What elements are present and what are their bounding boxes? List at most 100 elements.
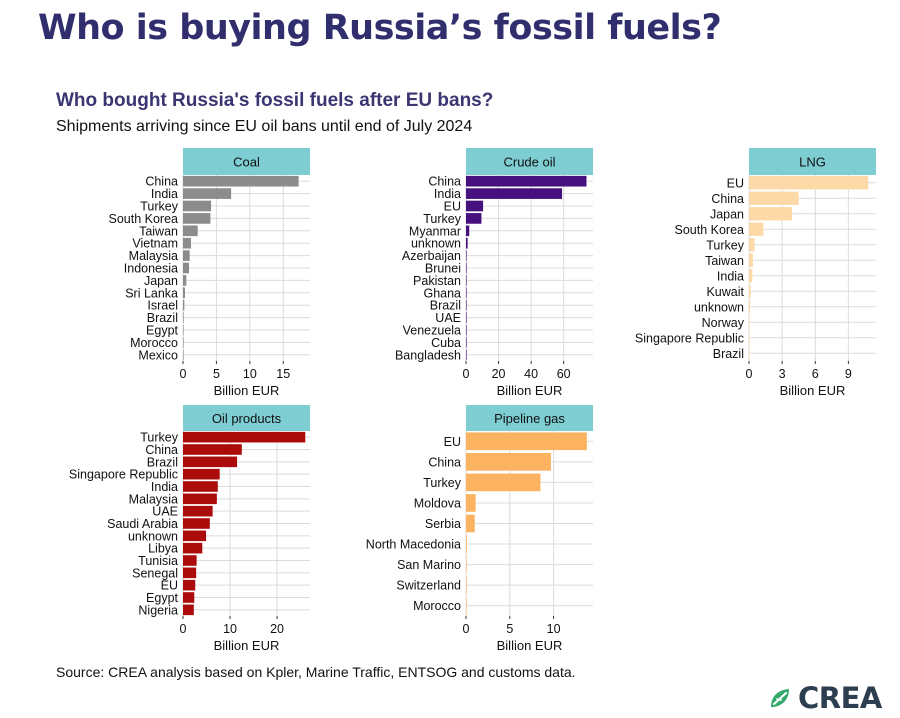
bar-coal-malaysia bbox=[183, 250, 190, 261]
category-label: Turkey bbox=[423, 212, 461, 226]
category-label: South Korea bbox=[675, 223, 745, 237]
strip-lng bbox=[749, 148, 876, 175]
category-label: EU bbox=[161, 579, 178, 593]
x-tick-label: 5 bbox=[213, 367, 220, 381]
strip-crude-oil bbox=[466, 148, 593, 175]
category-label: Norway bbox=[702, 316, 745, 330]
bar-coal-mexico bbox=[183, 349, 184, 361]
bar-crude-oil-eu bbox=[466, 200, 484, 212]
bar-lng-turkey bbox=[749, 238, 755, 252]
category-label: Brazil bbox=[430, 299, 461, 313]
x-tick-label: 10 bbox=[223, 622, 237, 636]
x-tick-label: 20 bbox=[270, 622, 284, 636]
x-axis-label: Billion EUR bbox=[497, 638, 563, 653]
x-axis-label: Billion EUR bbox=[214, 383, 280, 398]
bar-coal-japan bbox=[183, 275, 187, 286]
category-label: Ghana bbox=[423, 286, 461, 300]
bar-oil-products-unknown bbox=[183, 530, 207, 542]
x-tick-label: 40 bbox=[524, 367, 538, 381]
bar-lng-japan bbox=[749, 207, 793, 221]
bar-coal-vietnam bbox=[183, 237, 192, 249]
category-label: Brunei bbox=[425, 262, 461, 276]
bar-coal-egypt bbox=[183, 324, 184, 336]
chart-title: Who bought Russia's fossil fuels after E… bbox=[56, 90, 494, 111]
category-label: Taiwan bbox=[705, 254, 744, 268]
category-label: Brazil bbox=[147, 311, 178, 325]
category-label: India bbox=[434, 187, 461, 201]
category-label: unknown bbox=[694, 300, 744, 314]
x-axis-label: Billion EUR bbox=[214, 638, 280, 653]
bar-lng-brazil bbox=[749, 346, 750, 360]
strip-label-oil-products: Oil products bbox=[212, 411, 282, 426]
category-label: Myanmar bbox=[409, 224, 461, 238]
bar-coal-india bbox=[183, 188, 232, 199]
bar-oil-products-india bbox=[183, 481, 218, 492]
category-label: Azerbaijan bbox=[402, 249, 461, 263]
bar-crude-oil-turkey bbox=[466, 213, 482, 224]
bar-coal-south-korea bbox=[183, 213, 211, 224]
bar-crude-oil-india bbox=[466, 188, 563, 199]
bar-oil-products-turkey bbox=[183, 431, 306, 443]
bar-coal-indonesia bbox=[183, 262, 190, 274]
bar-oil-products-singapore-republic bbox=[183, 468, 220, 480]
bar-lng-singapore-republic bbox=[749, 331, 750, 345]
x-tick-label: 0 bbox=[180, 622, 187, 636]
strip-oil-products bbox=[183, 405, 310, 431]
bar-coal-turkey bbox=[183, 200, 212, 212]
bar-crude-oil-cuba bbox=[466, 337, 467, 348]
x-tick-label: 10 bbox=[547, 622, 561, 636]
x-tick-label: 60 bbox=[557, 367, 571, 381]
x-tick-label: 0 bbox=[746, 367, 753, 381]
category-label: India bbox=[151, 187, 178, 201]
category-label: North Macedonia bbox=[366, 538, 461, 552]
category-label: San Marino bbox=[397, 558, 461, 572]
category-label: Japan bbox=[710, 207, 744, 221]
category-label: China bbox=[428, 175, 461, 189]
category-label: Cuba bbox=[431, 336, 461, 350]
x-tick-label: 10 bbox=[243, 367, 257, 381]
bar-oil-products-nigeria bbox=[183, 604, 194, 616]
category-label: Malaysia bbox=[129, 249, 178, 263]
x-tick-label: 5 bbox=[506, 622, 513, 636]
main-title: Who is buying Russia’s fossil fuels? bbox=[38, 8, 722, 48]
panel-pipeline-gas: Pipeline gas EU China Turkey Moldova Serbia No… bbox=[366, 405, 593, 653]
bar-crude-oil-brunei bbox=[466, 262, 467, 274]
bar-crude-oil-azerbaijan bbox=[466, 250, 467, 261]
bar-lng-china bbox=[749, 191, 799, 205]
category-label: Kuwait bbox=[706, 285, 744, 299]
bar-pipeline-gas-china bbox=[466, 452, 551, 471]
bar-oil-products-china bbox=[183, 444, 242, 455]
strip-label-pipeline-gas: Pipeline gas bbox=[494, 411, 565, 426]
category-label: Switzerland bbox=[396, 579, 461, 593]
bar-pipeline-gas-turkey bbox=[466, 473, 541, 492]
category-label: Serbia bbox=[425, 517, 461, 531]
bar-pipeline-gas-san-marino bbox=[466, 555, 467, 574]
chart-subtitle: Shipments arriving since EU oil bans unt… bbox=[56, 118, 473, 135]
category-label: Tunisia bbox=[138, 554, 178, 568]
category-label: China bbox=[145, 443, 178, 457]
bar-oil-products-tunisia bbox=[183, 555, 197, 566]
x-axis-label: Billion EUR bbox=[497, 383, 563, 398]
bar-oil-products-libya bbox=[183, 542, 203, 554]
bar-pipeline-gas-eu bbox=[466, 432, 587, 451]
bar-crude-oil-myanmar bbox=[466, 225, 470, 237]
x-axis-label: Billion EUR bbox=[780, 383, 846, 398]
category-label: Sri Lanka bbox=[125, 286, 178, 300]
category-label: India bbox=[151, 480, 178, 494]
category-label: EU bbox=[444, 435, 461, 449]
category-label: Libya bbox=[148, 542, 178, 556]
category-label: Egypt bbox=[146, 591, 178, 605]
bar-coal-israel bbox=[183, 299, 185, 311]
category-label: Israel bbox=[147, 299, 178, 313]
category-label: South Korea bbox=[109, 212, 179, 226]
bar-coal-brazil bbox=[183, 312, 184, 323]
category-label: Turkey bbox=[706, 238, 744, 252]
x-tick-label: 0 bbox=[180, 367, 187, 381]
source-note: Source: CREA analysis based on Kpler, Ma… bbox=[56, 664, 576, 680]
bar-oil-products-saudi-arabia bbox=[183, 518, 210, 529]
bar-crude-oil-china bbox=[466, 175, 587, 187]
category-label: Turkey bbox=[423, 476, 461, 490]
x-tick-label: 3 bbox=[779, 367, 786, 381]
strip-label-crude-oil: Crude oil bbox=[503, 155, 555, 170]
